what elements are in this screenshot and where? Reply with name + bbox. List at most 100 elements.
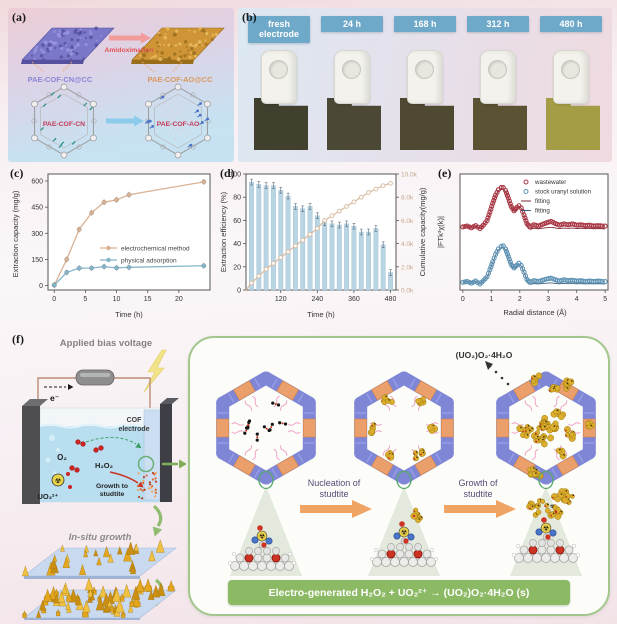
- chart-e-ylabel: |FTk³χ(k)|: [436, 216, 445, 248]
- chart-d-xlabel: Time (h): [307, 310, 335, 319]
- hydrogen-atom: [429, 547, 435, 553]
- x-tick-label: 480: [385, 296, 397, 303]
- time-tag: 168 h: [394, 16, 456, 33]
- studtite-cluster: [415, 398, 421, 404]
- studtite-crystal: [131, 585, 141, 600]
- growth-to-studtite-label-2: studtite: [100, 491, 125, 498]
- studtite-cluster: [528, 504, 535, 511]
- panel-a-art: Amidoximation PAE-COF-CN@CC PAE-COF-AO@C…: [21, 26, 225, 159]
- amidoxime-chain: [382, 445, 391, 456]
- studtite-patch: [148, 482, 152, 486]
- water-surface: [39, 423, 161, 429]
- data-circle: [487, 209, 493, 215]
- x-tick-label: 0: [461, 296, 465, 303]
- data-point: [114, 265, 119, 271]
- amidoxime-chain: [287, 422, 301, 426]
- uranyl-ion: [255, 432, 259, 436]
- studtite-patch: [140, 497, 144, 500]
- cof-linker: [233, 380, 256, 401]
- data-circle: [491, 197, 497, 204]
- cof-linker: [414, 380, 437, 401]
- studtite-cluster: [551, 504, 558, 510]
- cof-linker: [371, 455, 394, 476]
- cof-fragment-atom: [390, 557, 400, 567]
- cumulative-point: [322, 218, 328, 223]
- studtite-patch: [145, 474, 148, 477]
- data-circle: [502, 187, 509, 194]
- chart-d-ylabel-right: Cumulative capacity(mg/g): [418, 187, 427, 276]
- electrode-photo-1: 24 h: [317, 8, 389, 162]
- cn-group: [60, 141, 65, 146]
- studtite-crystal: [148, 550, 156, 562]
- panel-label-b: (b): [242, 10, 257, 24]
- studtite-cluster: [549, 386, 556, 393]
- data-point: [201, 263, 207, 269]
- y-tick-right-label: 10.0k: [401, 172, 418, 179]
- arrowhead: [68, 384, 74, 390]
- cof-ring-inner: [40, 93, 88, 149]
- cof-linker: [513, 380, 536, 401]
- data-circle: [488, 264, 494, 270]
- axial-oxygen: [545, 534, 551, 540]
- cof-fragment-atom: [417, 557, 427, 567]
- carbon-atom: [422, 549, 432, 559]
- y-tick-left-label: 0: [237, 288, 241, 295]
- data-circle: [602, 223, 608, 229]
- amidoxime-chain: [532, 395, 539, 408]
- h2o2-label: H₂O₂: [95, 461, 113, 470]
- cof-fragment-atom: [559, 553, 569, 563]
- mechanism-drawing: ☢ ☢ ☢ ☢ (UO₂)O₂·4H₂O Nucleation of studtite…: [216, 350, 596, 576]
- studtite-patch: [154, 490, 157, 494]
- hydrogen-atom: [575, 552, 581, 558]
- bubble: [56, 448, 60, 452]
- amidoxime-chain: [287, 430, 301, 434]
- data-point: [101, 264, 107, 270]
- uranyl-ion: [246, 426, 250, 430]
- studtite-patch: [150, 490, 154, 493]
- nitrogen-atom: [393, 532, 401, 540]
- studtite-patch: [153, 495, 157, 498]
- amidoxime-chain: [244, 400, 253, 411]
- zoom-circle: [137, 455, 155, 473]
- y-tick-left-label: 100: [229, 172, 241, 179]
- studtite-patch: [150, 486, 153, 489]
- data-circle: [506, 198, 512, 204]
- studtite-crystal: [115, 598, 125, 613]
- dotted-trail: [506, 382, 510, 386]
- studtite-crystal: [52, 554, 58, 562]
- hydrogen-atom: [231, 551, 237, 557]
- oxygen-atom: [413, 549, 423, 559]
- nitrogen-atom: [251, 536, 259, 544]
- data-point: [89, 210, 95, 216]
- data-circle: [489, 261, 495, 267]
- y-tick-right-label: 0.0k: [401, 288, 414, 295]
- studtite-cluster: [535, 372, 543, 380]
- cof-fragment-atom: [408, 557, 418, 567]
- electrode-photo-4: 480 h: [536, 8, 608, 162]
- studtite-patch: [154, 480, 158, 483]
- studtite-crystal: [155, 539, 165, 553]
- x-tick-label: 120: [275, 296, 287, 303]
- y-tick-right-label: 4.0k: [401, 241, 414, 248]
- data-circle: [507, 201, 513, 207]
- studtite-patch: [151, 478, 155, 481]
- data-circle: [490, 200, 496, 206]
- cumulative-point: [263, 266, 269, 272]
- legend-label: physical adsorption: [121, 258, 177, 265]
- cof-fragment-atom: [399, 557, 409, 567]
- data-point: [51, 282, 57, 288]
- x-tick-label: 2: [518, 296, 522, 303]
- chart-d-plot: 120 240 360 480 0 20 40 60 80 100 0.0k 2.0k 4.0k 6.0k…: [229, 172, 417, 304]
- studtite-crystal: [112, 587, 122, 602]
- y-tick-left-label: 40: [233, 241, 241, 248]
- x-tick-label: 1: [489, 296, 493, 303]
- amidoxime-chain: [524, 400, 533, 411]
- efficiency-bar: [336, 224, 342, 291]
- extraction-efficiency-chart: 120 240 360 480 0 20 40 60 80 100 0.0k 2.0k 4.0k 6.0k…: [219, 172, 427, 320]
- studtite-crystal: [65, 591, 73, 602]
- svg-text:☢: ☢: [550, 504, 554, 510]
- stage-arrow: [300, 500, 372, 518]
- dotted-trail: [500, 376, 504, 380]
- lightning-icon: [143, 349, 167, 393]
- panel-f: (f) ☢ Applied bias voltage e⁻ COF electr…: [8, 330, 612, 620]
